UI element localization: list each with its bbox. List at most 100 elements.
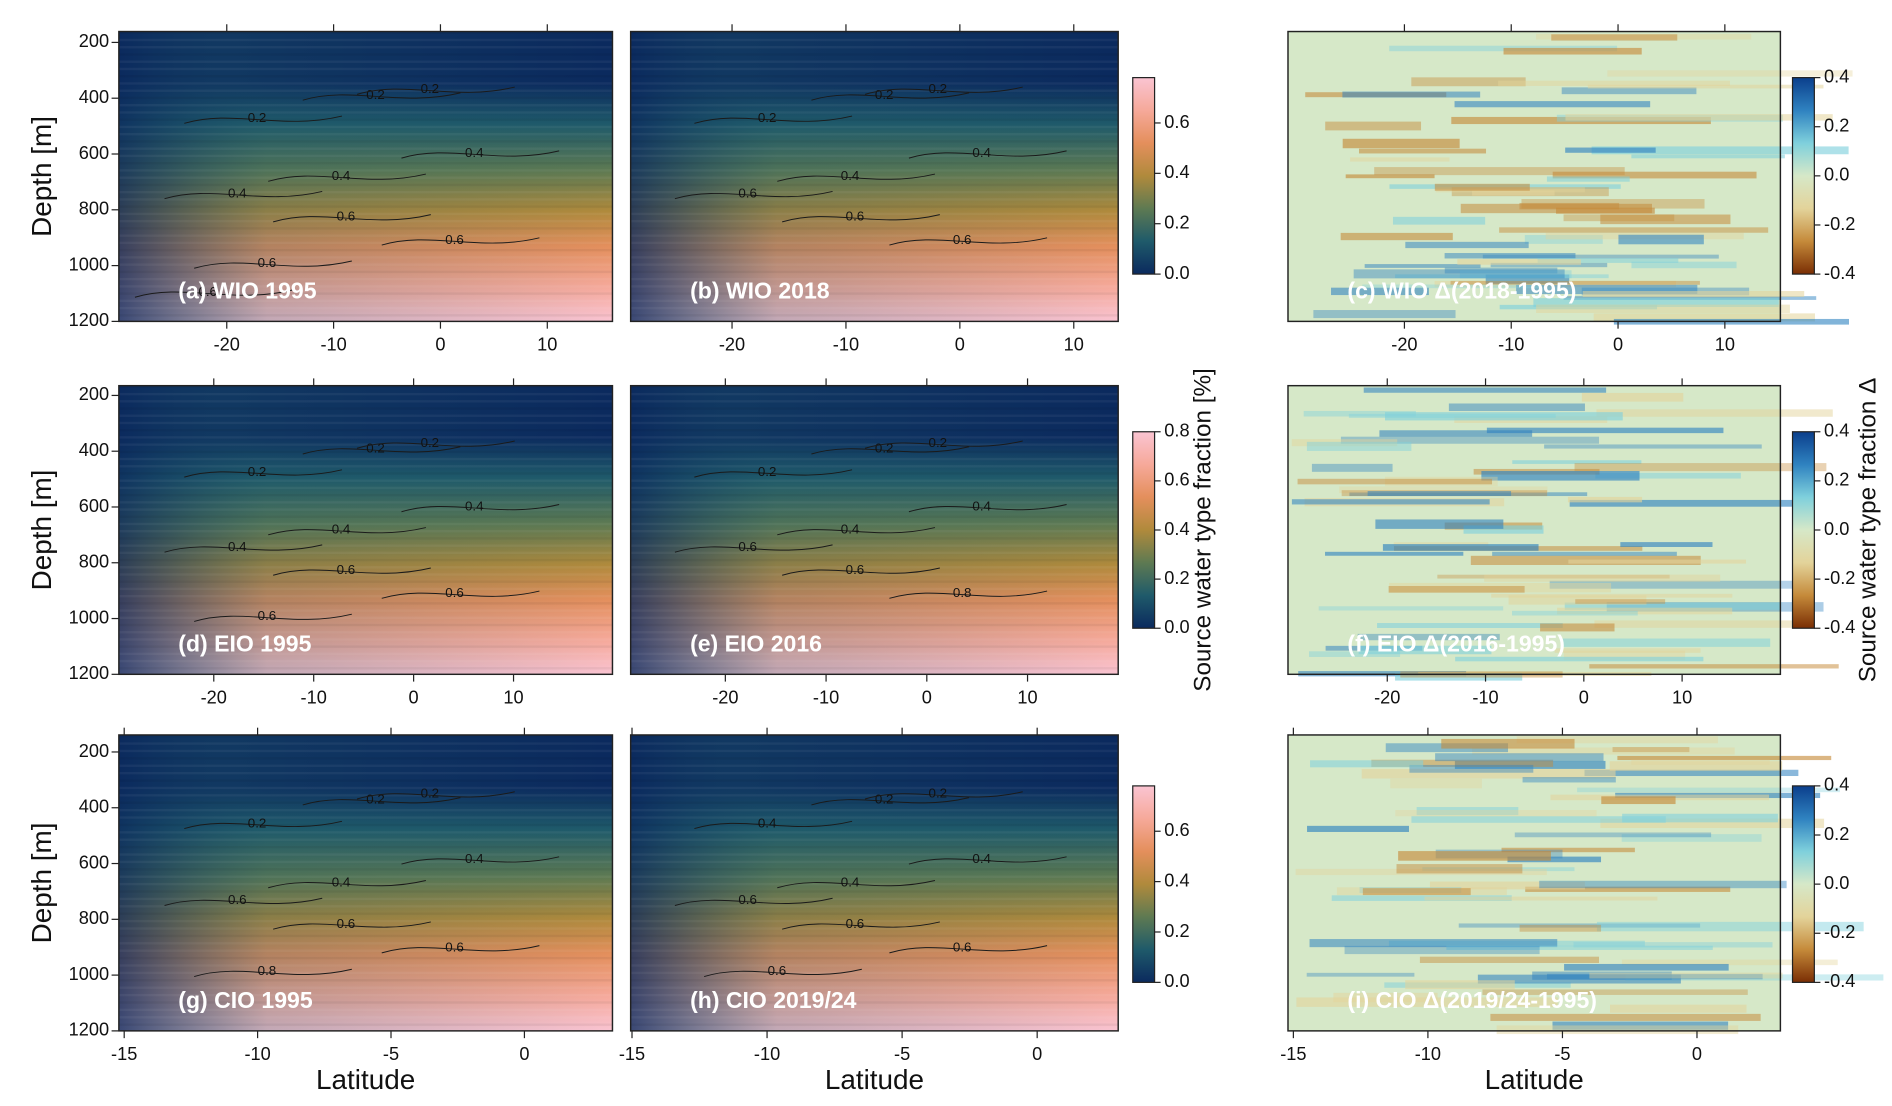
contour-line xyxy=(194,968,352,978)
x-tick-label: 0 xyxy=(1692,1044,1702,1064)
field-stripe xyxy=(630,964,1119,967)
field-stripe xyxy=(1485,274,1570,284)
field-stripe xyxy=(630,457,1119,461)
field-stripe xyxy=(118,971,613,975)
field-stripe xyxy=(630,897,1119,901)
contour-line xyxy=(694,115,853,124)
field-stripe xyxy=(1458,923,1701,928)
field-stripe xyxy=(118,306,613,310)
field-stripe xyxy=(630,551,1119,555)
field-stripe xyxy=(630,234,1119,237)
field-stripe xyxy=(1434,280,1676,288)
field-stripe xyxy=(1382,544,1539,551)
field-stripe xyxy=(1395,810,1597,817)
field-stripe xyxy=(1313,310,1456,319)
field-stripe xyxy=(630,212,1119,216)
contour-label: 0.4 xyxy=(332,168,351,183)
field-stripe xyxy=(118,537,613,540)
x-tick-label: -15 xyxy=(619,1044,645,1064)
x-tick-label: -10 xyxy=(833,334,859,354)
field-stripe xyxy=(118,190,613,194)
contour-line xyxy=(268,527,426,536)
contour-label: 0.4 xyxy=(758,815,777,830)
field-stripe xyxy=(118,934,613,938)
contour-label: 0.2 xyxy=(421,786,440,801)
field-stripe xyxy=(1552,1021,1729,1030)
field-stripe xyxy=(1544,444,1762,449)
contour-label: 0.6 xyxy=(445,940,464,955)
contour-label: 0.6 xyxy=(846,209,865,224)
field-stripe xyxy=(630,227,1119,230)
colorbar-tick-label: 0.0 xyxy=(1164,971,1189,991)
field-stripe xyxy=(118,771,613,775)
x-tick-label: -20 xyxy=(214,334,240,354)
field-stripe xyxy=(1333,992,1438,1003)
field-stripe xyxy=(630,890,1119,893)
field-stripe xyxy=(118,248,613,252)
field-stripe xyxy=(1556,207,1655,214)
field-stripe xyxy=(118,602,613,605)
field-stripe xyxy=(630,46,1119,49)
field-stripe xyxy=(1551,34,1678,41)
contour-line xyxy=(194,260,352,269)
field-stripe xyxy=(630,31,1119,34)
field-stripe xyxy=(630,645,1119,648)
field-stripe xyxy=(118,566,613,569)
field-stripe xyxy=(118,169,613,172)
field-stripe xyxy=(630,919,1119,923)
field-stripe xyxy=(1375,519,1504,529)
field-stripe xyxy=(630,868,1119,871)
x-tick-label: -5 xyxy=(894,1044,910,1064)
colorbar-tick-label: 0.0 xyxy=(1824,519,1849,539)
field-stripe xyxy=(1593,313,1815,322)
contour-label: 0.6 xyxy=(337,562,356,577)
field-stripe xyxy=(118,183,613,187)
colorbar-label: Source water type fraction [%] xyxy=(1190,368,1217,691)
contour-line xyxy=(811,797,970,806)
contour-line xyxy=(401,150,560,159)
field-stripe xyxy=(118,38,613,42)
field-stripe xyxy=(630,742,1119,745)
x-tick-label: -20 xyxy=(712,687,738,707)
field-stripe xyxy=(118,779,613,782)
field-stripe xyxy=(630,508,1119,511)
field-stripe xyxy=(630,263,1119,266)
contour-line xyxy=(777,880,936,889)
field-stripe xyxy=(630,60,1119,63)
field-stripe xyxy=(630,631,1119,634)
contour-line xyxy=(889,945,1048,954)
x-tick-label: -20 xyxy=(1374,687,1400,707)
field-stripe xyxy=(1499,304,1658,310)
contour-label: 0.6 xyxy=(768,963,787,978)
contour-line xyxy=(704,968,862,978)
field-stripe xyxy=(1574,463,1827,472)
x-tick-label: -20 xyxy=(1391,334,1417,354)
field-stripe xyxy=(118,845,613,849)
field-stripe xyxy=(630,882,1119,886)
colorbar xyxy=(1791,431,1815,629)
field-stripe xyxy=(118,801,613,804)
field-stripe xyxy=(1379,430,1533,437)
field-stripe xyxy=(1424,896,1658,901)
field-stripe xyxy=(1631,154,1785,159)
field-stripe xyxy=(1409,764,1534,773)
field-stripe xyxy=(630,486,1119,490)
contour-label: 0.2 xyxy=(929,786,948,801)
contour-label: 0.6 xyxy=(953,940,972,955)
field-stripe xyxy=(1507,856,1602,863)
contour-line xyxy=(164,190,323,200)
field-stripe xyxy=(118,428,613,432)
field-stripe xyxy=(118,816,613,819)
colorbar-tick-label: 0.4 xyxy=(1824,66,1849,86)
x-tick-label: -5 xyxy=(383,1044,399,1064)
field-stripe xyxy=(118,645,613,648)
field-stripe xyxy=(118,472,613,475)
contour-label: 0.8 xyxy=(258,963,277,978)
colorbar xyxy=(1132,77,1156,275)
field-stripe xyxy=(630,125,1119,129)
contour-label: 0.4 xyxy=(972,145,991,160)
field-stripe xyxy=(630,816,1119,819)
contour-line xyxy=(184,820,343,830)
x-tick-label: -10 xyxy=(1498,334,1524,354)
y-tick-label: 800 xyxy=(79,199,109,219)
